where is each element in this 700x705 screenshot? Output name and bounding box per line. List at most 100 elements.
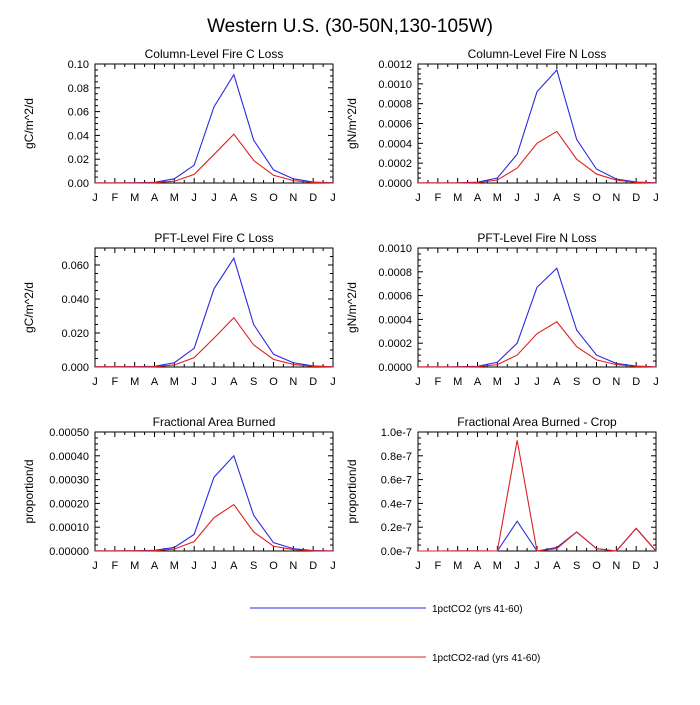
x-tick-label: A xyxy=(151,376,159,388)
page-title: Western U.S. (30-50N,130-105W) xyxy=(207,16,493,37)
x-tick-label: A xyxy=(474,192,482,204)
x-tick-label: F xyxy=(434,560,441,572)
series-line-1pctco2-rad xyxy=(95,133,334,184)
x-tick-label: S xyxy=(250,192,257,204)
y-tick-label: 0.0002 xyxy=(378,158,412,170)
y-tick-label: 0.08 xyxy=(68,83,89,95)
x-tick-label: M xyxy=(493,560,502,572)
x-tick-label: J xyxy=(653,560,659,572)
plot-frame xyxy=(94,431,334,552)
y-axis-label: proportion/d xyxy=(22,459,36,523)
x-tick-label: D xyxy=(632,560,640,572)
x-tick-label: M xyxy=(170,192,179,204)
x-tick-label: N xyxy=(289,192,297,204)
y-tick-label: 0.020 xyxy=(61,328,89,340)
x-tick-label: F xyxy=(111,560,118,572)
y-tick-label: 0.0e-7 xyxy=(381,546,412,558)
y-tick-label: 0.10 xyxy=(68,59,89,71)
series-line-1pctco2-rad xyxy=(418,321,657,368)
x-tick-label: A xyxy=(230,376,238,388)
panel-title: PFT-Level Fire N Loss xyxy=(477,231,596,245)
y-tick-label: 0.0008 xyxy=(378,267,412,279)
panel-title: PFT-Level Fire C Loss xyxy=(154,231,273,245)
x-tick-label: M xyxy=(130,560,139,572)
x-tick-label: D xyxy=(309,192,317,204)
x-tick-label: A xyxy=(474,560,482,572)
x-tick-label: D xyxy=(632,376,640,388)
x-tick-label: J xyxy=(191,560,197,572)
x-tick-label: A xyxy=(230,192,238,204)
y-tick-label: 0.00030 xyxy=(49,475,89,487)
x-tick-label: F xyxy=(434,376,441,388)
panel-title: Fractional Area Burned - Crop xyxy=(457,415,617,429)
y-tick-label: 0.4e-7 xyxy=(381,498,412,510)
x-tick-label: F xyxy=(111,376,118,388)
x-tick-label: J xyxy=(211,192,217,204)
x-tick-label: M xyxy=(493,376,502,388)
y-tick-label: 0.0010 xyxy=(378,243,412,255)
y-axis-label: gN/m^2/d xyxy=(345,98,359,149)
x-tick-label: J xyxy=(653,376,659,388)
series-line-1pctco2 xyxy=(418,68,657,184)
x-tick-label: M xyxy=(130,376,139,388)
x-tick-label: D xyxy=(309,560,317,572)
x-tick-label: A xyxy=(553,560,561,572)
y-tick-label: 0.0004 xyxy=(378,314,412,326)
y-tick-label: 0.0004 xyxy=(378,138,412,150)
series-line-1pctco2-rad xyxy=(95,503,334,552)
x-tick-label: J xyxy=(330,192,336,204)
y-tick-label: 0.00050 xyxy=(49,427,89,439)
plot-frame xyxy=(417,63,657,184)
y-tick-label: 0.00020 xyxy=(49,498,89,510)
y-tick-label: 1.0e-7 xyxy=(381,427,412,439)
y-axis-label: gC/m^2/d xyxy=(22,282,36,333)
x-tick-label: M xyxy=(170,376,179,388)
y-tick-label: 0.0000 xyxy=(378,178,412,190)
y-tick-label: 0.04 xyxy=(68,130,89,142)
chart-panel-6: Fractional Area Burned - Crop proportion/… xyxy=(345,415,659,572)
y-tick-label: 0.6e-7 xyxy=(381,475,412,487)
series-line-1pctco2 xyxy=(95,454,334,552)
y-tick-label: 0.00040 xyxy=(49,451,89,463)
x-tick-label: J xyxy=(415,560,421,572)
x-tick-label: J xyxy=(92,192,98,204)
x-tick-label: S xyxy=(573,560,580,572)
plot-frame xyxy=(417,247,657,368)
x-tick-label: O xyxy=(592,192,601,204)
x-tick-label: N xyxy=(289,376,297,388)
x-tick-label: S xyxy=(250,376,257,388)
x-tick-label: J xyxy=(514,376,520,388)
x-tick-label: O xyxy=(269,192,278,204)
y-tick-label: 0.0012 xyxy=(378,59,412,71)
y-tick-label: 0.040 xyxy=(61,294,89,306)
y-axis-label: gC/m^2/d xyxy=(22,98,36,149)
x-tick-label: S xyxy=(573,376,580,388)
y-tick-label: 0.00000 xyxy=(49,546,89,558)
x-tick-label: J xyxy=(653,192,659,204)
y-tick-label: 0.8e-7 xyxy=(381,451,412,463)
x-tick-label: A xyxy=(230,560,238,572)
series-line-1pctco2 xyxy=(418,267,657,368)
panel-title: Column-Level Fire N Loss xyxy=(468,47,607,61)
y-tick-label: 0.2e-7 xyxy=(381,522,412,534)
legend-label: 1pctCO2-rad (yrs 41-60) xyxy=(432,653,540,664)
y-tick-label: 0.000 xyxy=(61,362,89,374)
x-tick-label: M xyxy=(170,560,179,572)
panel-title: Fractional Area Burned xyxy=(153,415,276,429)
x-tick-label: N xyxy=(612,560,620,572)
series-line-1pctco2-rad xyxy=(418,130,657,184)
y-tick-label: 0.0006 xyxy=(378,291,412,303)
x-tick-label: J xyxy=(330,376,336,388)
plot-frame xyxy=(94,63,334,184)
x-tick-label: S xyxy=(250,560,257,572)
x-tick-label: J xyxy=(415,192,421,204)
x-tick-label: N xyxy=(612,376,620,388)
x-tick-label: O xyxy=(592,376,601,388)
x-tick-label: D xyxy=(309,376,317,388)
x-tick-label: J xyxy=(211,376,217,388)
